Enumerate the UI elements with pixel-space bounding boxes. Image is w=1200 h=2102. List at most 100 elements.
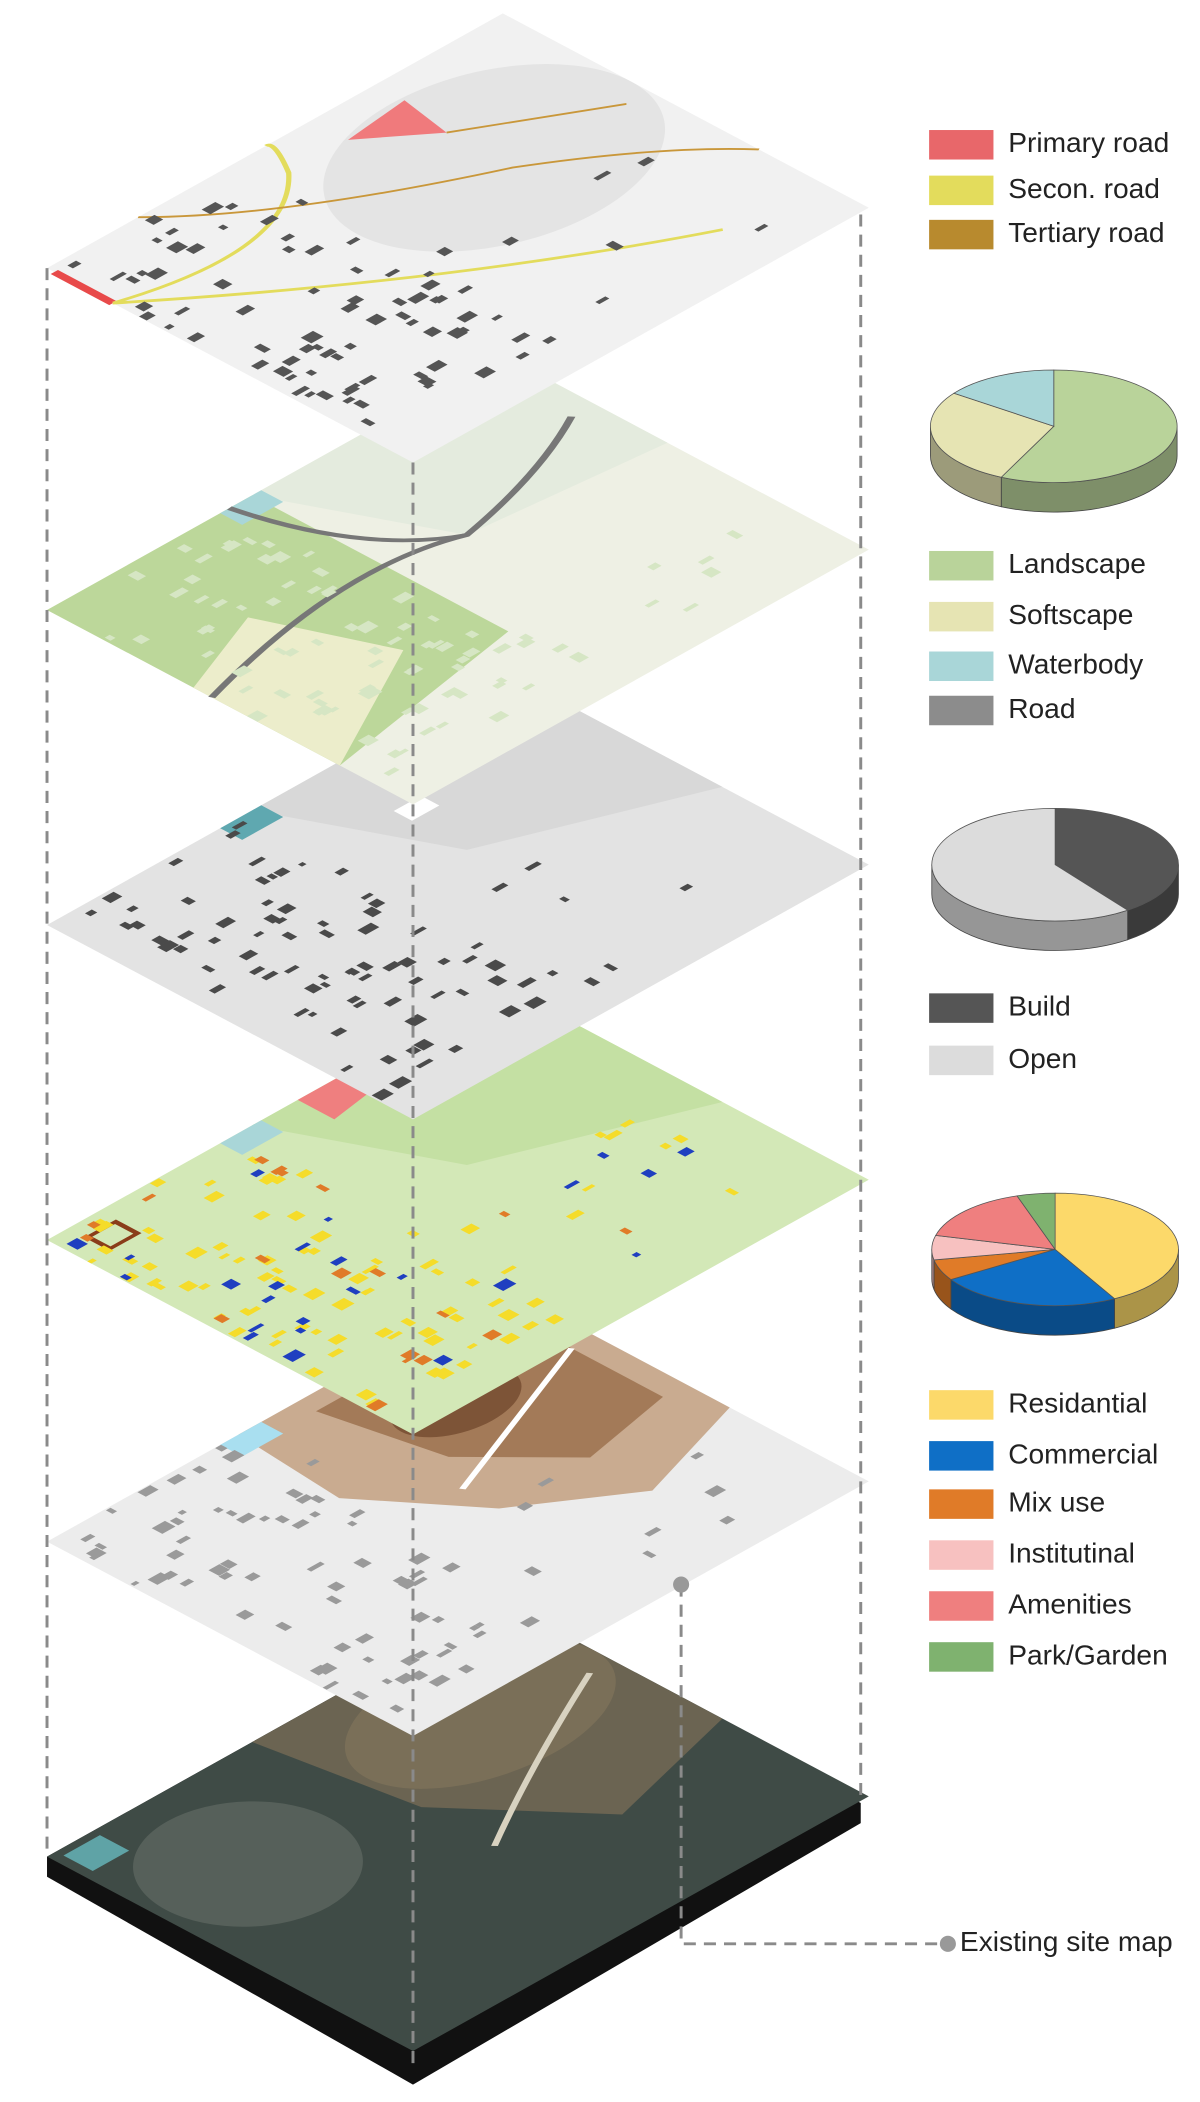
building bbox=[329, 1256, 348, 1266]
building bbox=[407, 291, 430, 304]
legend-swatch bbox=[929, 175, 994, 206]
building bbox=[294, 1242, 311, 1252]
building bbox=[417, 376, 437, 387]
building bbox=[178, 1280, 199, 1292]
building bbox=[130, 1580, 140, 1586]
building bbox=[307, 1247, 321, 1255]
building bbox=[426, 359, 448, 372]
building bbox=[315, 1662, 338, 1675]
building bbox=[644, 1526, 662, 1537]
building bbox=[306, 1458, 320, 1467]
building bbox=[362, 906, 382, 918]
legend-label: Open bbox=[1008, 1043, 1077, 1074]
building bbox=[388, 1076, 413, 1089]
pie-slice bbox=[953, 369, 1055, 427]
building bbox=[386, 636, 403, 646]
building bbox=[306, 1561, 325, 1572]
building bbox=[389, 1704, 405, 1713]
building bbox=[318, 929, 335, 939]
building bbox=[435, 721, 449, 729]
building bbox=[637, 156, 655, 167]
legend-label: Tertiary road bbox=[1008, 217, 1164, 248]
building bbox=[242, 1331, 259, 1341]
building bbox=[484, 959, 507, 972]
building bbox=[315, 1184, 331, 1192]
building bbox=[67, 260, 82, 269]
building bbox=[425, 1367, 446, 1378]
building bbox=[310, 1328, 323, 1336]
callout-dot bbox=[939, 1935, 956, 1952]
building bbox=[284, 373, 298, 381]
legend-label: Park/Garden bbox=[1008, 1639, 1168, 1670]
building bbox=[183, 574, 202, 585]
building bbox=[412, 1650, 429, 1659]
building bbox=[619, 1119, 635, 1128]
building bbox=[259, 214, 279, 226]
building bbox=[261, 540, 276, 549]
building bbox=[396, 622, 413, 631]
legend-swatch bbox=[929, 1489, 994, 1519]
building bbox=[305, 369, 318, 376]
building bbox=[446, 327, 469, 339]
building bbox=[568, 651, 589, 663]
buildings bbox=[79, 1155, 633, 1412]
building bbox=[457, 285, 474, 294]
building bbox=[302, 550, 316, 558]
building bbox=[212, 1506, 224, 1513]
building bbox=[441, 687, 461, 699]
building bbox=[238, 949, 259, 961]
building bbox=[176, 544, 193, 553]
building bbox=[408, 976, 424, 986]
building bbox=[270, 1165, 288, 1175]
building bbox=[283, 647, 300, 657]
building bbox=[491, 882, 509, 892]
pie-slice bbox=[1000, 369, 1178, 484]
building bbox=[565, 1209, 585, 1221]
building bbox=[360, 1289, 371, 1296]
building bbox=[498, 1005, 522, 1018]
building bbox=[360, 418, 376, 427]
building bbox=[219, 1559, 238, 1569]
building bbox=[593, 170, 612, 181]
building bbox=[545, 1314, 565, 1325]
building bbox=[394, 1672, 416, 1685]
building bbox=[647, 562, 662, 571]
building bbox=[522, 683, 536, 691]
building bbox=[640, 1168, 658, 1178]
building bbox=[180, 896, 196, 906]
building bbox=[472, 1630, 487, 1639]
building bbox=[213, 1314, 231, 1324]
building bbox=[276, 903, 297, 915]
building bbox=[346, 995, 362, 1004]
building bbox=[208, 984, 227, 994]
building bbox=[355, 620, 379, 634]
building bbox=[86, 1221, 101, 1229]
building bbox=[270, 1175, 287, 1185]
building bbox=[404, 1013, 428, 1027]
building bbox=[315, 390, 334, 401]
building bbox=[281, 245, 296, 254]
building bbox=[367, 898, 386, 909]
building bbox=[305, 689, 324, 700]
building bbox=[487, 1297, 505, 1308]
building bbox=[551, 643, 569, 653]
building bbox=[500, 1265, 517, 1275]
building bbox=[516, 637, 536, 649]
building bbox=[253, 343, 271, 353]
building bbox=[330, 353, 345, 361]
building bbox=[408, 1552, 431, 1565]
building bbox=[101, 891, 123, 904]
building bbox=[319, 981, 331, 988]
building bbox=[383, 767, 400, 777]
building bbox=[433, 1354, 454, 1366]
building bbox=[269, 551, 292, 563]
building bbox=[381, 1678, 393, 1685]
building bbox=[428, 639, 445, 649]
building bbox=[163, 323, 175, 330]
building bbox=[392, 1575, 409, 1585]
building bbox=[310, 638, 325, 646]
building bbox=[84, 909, 98, 917]
building bbox=[281, 931, 298, 941]
building bbox=[312, 708, 327, 716]
building bbox=[280, 233, 296, 242]
